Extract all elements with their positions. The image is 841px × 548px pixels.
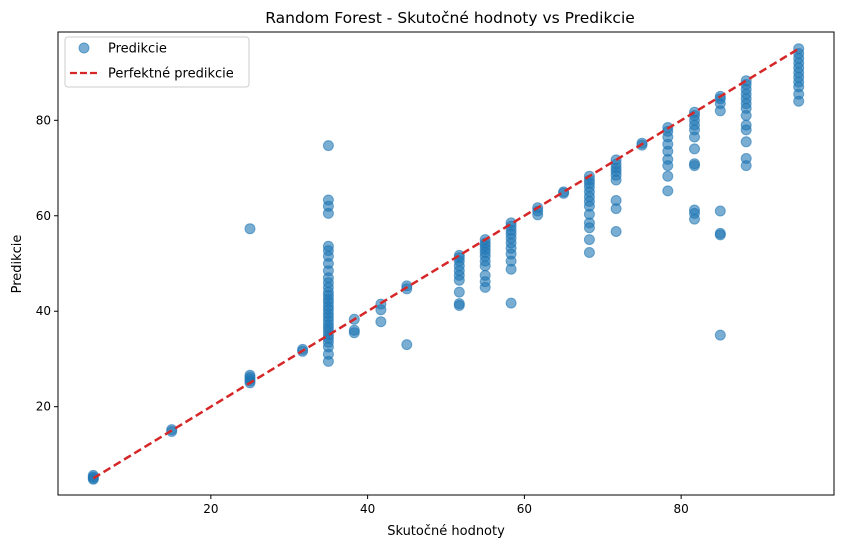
y-tick-label: 20 (36, 400, 51, 414)
y-tick-label: 60 (36, 209, 51, 223)
legend-marker-predictions (78, 42, 90, 54)
axes-frame (57, 31, 835, 496)
data-point (322, 140, 334, 152)
data-point (479, 269, 491, 281)
data-point (662, 185, 674, 197)
y-tick-label: 80 (36, 113, 51, 127)
chart-title: Random Forest - Skutočné hodnoty vs Pred… (265, 9, 635, 27)
y-tick-label: 40 (36, 304, 51, 318)
data-point (740, 136, 752, 148)
ticks-layer: 20 40 60 80 20 40 60 80 (36, 113, 689, 516)
data-point (714, 227, 726, 239)
legend-box (64, 36, 250, 88)
data-point (689, 158, 700, 170)
data-point (714, 329, 726, 341)
data-point (244, 223, 256, 235)
data-point (689, 143, 700, 155)
perfect-prediction-line (92, 47, 800, 480)
data-point (505, 297, 517, 309)
data-point (583, 247, 595, 258)
data-point (610, 195, 622, 206)
x-axis-label: Skutočné hodnoty (387, 524, 505, 539)
data-point (689, 204, 700, 216)
data-point (453, 286, 465, 298)
data-point (714, 205, 726, 217)
data-point (740, 119, 752, 131)
perfect-line-layer (92, 47, 800, 480)
data-point (322, 194, 334, 206)
x-tick-label: 80 (674, 502, 689, 516)
x-tick-label: 20 (203, 502, 218, 516)
x-tick-label: 40 (360, 502, 375, 516)
data-point (401, 339, 413, 351)
data-point (348, 324, 360, 336)
data-point (244, 369, 256, 381)
data-point (662, 170, 674, 182)
y-axis-label: Predikcie (10, 235, 25, 294)
data-point (583, 234, 595, 246)
data-point (322, 240, 334, 252)
data-point (740, 153, 752, 164)
data-point (610, 226, 622, 237)
x-tick-label: 60 (517, 502, 532, 516)
data-point (375, 316, 387, 328)
legend: Predikcie Perfektné predikcie (64, 36, 250, 88)
data-point (453, 298, 465, 310)
legend-label-perfect-line: Perfektné predikcie (108, 67, 234, 82)
legend-label-predictions: Predikcie (108, 42, 167, 57)
